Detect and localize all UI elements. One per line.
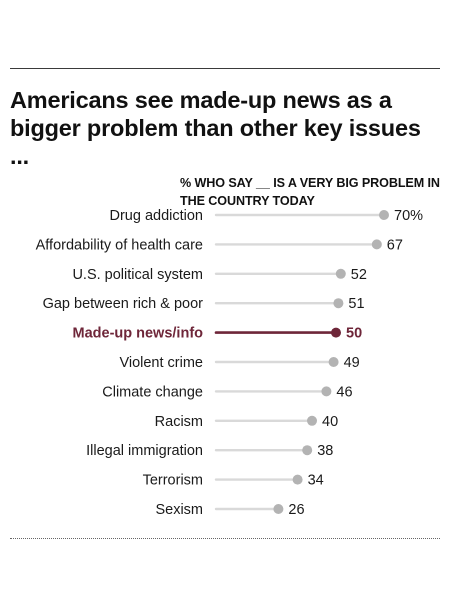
value-dot [292, 474, 303, 485]
value-label: 67 [387, 237, 403, 253]
value-dot [321, 386, 332, 397]
value-label: 52 [351, 267, 367, 283]
category-label: Terrorism [143, 473, 203, 489]
value-dot [273, 504, 284, 514]
value-label: 51 [348, 296, 364, 312]
category-label: Illegal immigration [86, 443, 203, 459]
value-dot [379, 210, 389, 220]
category-label: Drug addiction [110, 208, 204, 224]
value-dot [328, 357, 339, 367]
top-rule [10, 68, 440, 69]
value-label: 34 [308, 473, 324, 489]
value-label: 49 [344, 355, 360, 371]
value-dot [331, 327, 341, 338]
value-label: 40 [322, 414, 338, 430]
dot-chart: Drug addiction 70% Affordability of health… [36, 208, 424, 518]
category-label: Affordability of health care [36, 237, 203, 253]
value-dot [335, 268, 346, 279]
chart-title: Americans see made-up news as a bigger p… [10, 87, 421, 169]
category-label: U.S. political system [72, 267, 203, 283]
category-label: Violent crime [119, 355, 203, 371]
value-dot [307, 415, 317, 426]
category-label: Racism [155, 414, 203, 430]
value-label: 26 [288, 502, 304, 518]
category-label: Gap between rich & poor [43, 296, 204, 312]
category-label: Sexism [155, 502, 203, 518]
chart-subhead: % WHO SAY __ IS A VERY BIG PROBLEM IN TH… [180, 176, 440, 208]
value-label: 70% [394, 208, 423, 224]
value-dot [333, 298, 344, 309]
value-label: 46 [336, 384, 352, 400]
value-label: 50 [346, 326, 362, 342]
value-label: 38 [317, 443, 333, 459]
value-dot [302, 445, 313, 456]
value-dot [371, 239, 382, 250]
category-label: Made-up news/info [73, 326, 204, 342]
bottom-rule [10, 538, 440, 539]
category-label: Climate change [102, 384, 203, 400]
